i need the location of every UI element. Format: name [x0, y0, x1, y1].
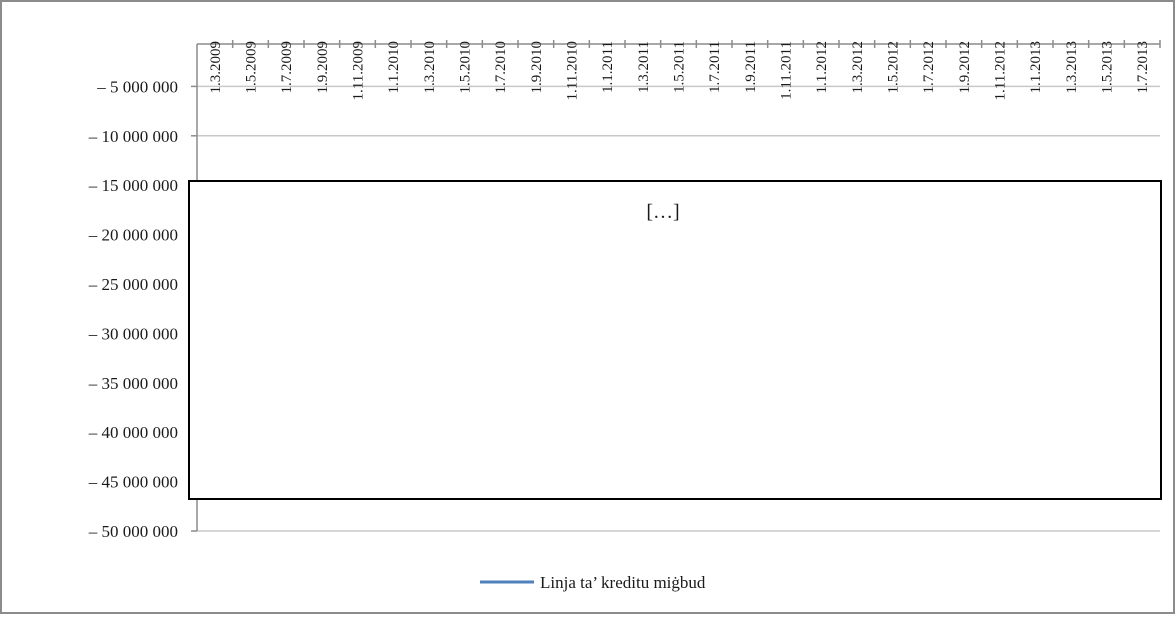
x-tick-label: 1.3.2010 [422, 41, 438, 94]
y-tick-label: – 5 000 000 [96, 77, 178, 96]
y-tick-label: – 35 000 000 [88, 374, 178, 393]
x-tick-label: 1.1.2011 [600, 41, 616, 93]
x-tick-label: 1.7.2009 [279, 41, 295, 94]
x-tick-label: 1.11.2010 [565, 41, 581, 100]
x-tick-label: 1.11.2011 [779, 41, 795, 100]
y-tick-labels: – 5 000 000 – 10 000 000 – 15 000 000 – 20 … [88, 77, 178, 541]
x-tick-label: 1.5.2010 [458, 41, 474, 94]
x-tick-label: 1.5.2012 [886, 41, 902, 94]
x-tick-label: 1.9.2010 [529, 41, 545, 94]
y-tick-label: – 30 000 000 [88, 324, 178, 343]
x-tick-label: 1.7.2013 [1135, 41, 1151, 94]
y-tick-label: – 50 000 000 [88, 522, 178, 541]
x-tick-label: 1.5.2013 [1100, 41, 1116, 94]
x-tick-label: 1.7.2012 [921, 41, 937, 94]
x-tick-label: 1.9.2012 [957, 41, 973, 94]
y-tick-label: – 25 000 000 [88, 275, 178, 294]
y-tick-label: – 45 000 000 [88, 473, 178, 492]
x-tick-label: 1.9.2011 [743, 41, 759, 93]
redacted-text: […] [646, 201, 679, 223]
redacted-box [188, 180, 1162, 500]
x-tick-label: 1.7.2010 [493, 41, 509, 94]
x-tick-label: 1.1.2012 [814, 41, 830, 94]
x-tick-label: 1.3.2011 [636, 41, 652, 93]
x-tick-label: 1.3.2012 [850, 41, 866, 94]
y-tick-label: – 15 000 000 [88, 176, 178, 195]
y-tick-label: – 20 000 000 [88, 226, 178, 245]
x-tick-label: 1.1.2010 [386, 41, 402, 94]
x-tick-label: 1.3.2013 [1064, 41, 1080, 94]
y-tick-label: – 40 000 000 [88, 423, 178, 442]
x-tick-labels: 1.3.2009 1.5.2009 1.7.2009 1.9.2009 1.11.200… [208, 41, 1151, 100]
legend-label: Linja ta’ kreditu miġbud [540, 573, 706, 592]
x-tick-label: 1.3.2009 [208, 41, 224, 94]
legend: Linja ta’ kreditu miġbud [480, 573, 706, 592]
y-tick-label: – 10 000 000 [88, 127, 178, 146]
x-tick-label: 1.5.2011 [672, 41, 688, 93]
x-tick-label: 1.9.2009 [315, 41, 331, 94]
x-tick-label: 1.11.2012 [993, 41, 1009, 100]
x-tick-label: 1.7.2011 [707, 41, 723, 93]
x-tick-label: 1.5.2009 [244, 41, 260, 94]
x-tick-label: 1.11.2009 [351, 41, 367, 100]
x-tick-label: 1.1.2013 [1028, 41, 1044, 94]
